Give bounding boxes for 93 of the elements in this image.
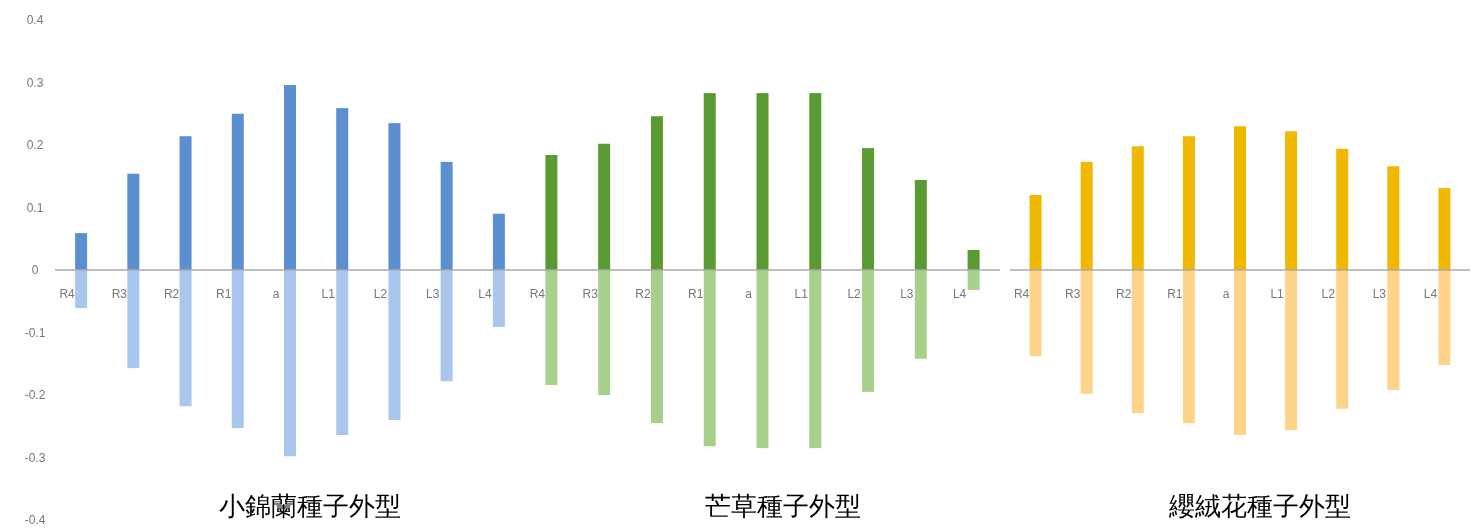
bar (598, 270, 611, 395)
bar (284, 270, 296, 457)
bar (1131, 270, 1144, 414)
bar (1029, 195, 1042, 270)
bar (545, 270, 558, 385)
x-tick-label: L3 (1372, 287, 1387, 301)
bar (231, 270, 244, 429)
y-tick-label: -0.1 (24, 325, 46, 340)
x-tick-label: L4 (1423, 287, 1438, 301)
bar (756, 270, 769, 449)
y-tick-label: 0.3 (26, 75, 44, 90)
bar (388, 123, 401, 270)
x-tick-label: R4 (1013, 287, 1030, 301)
bar (1387, 270, 1400, 390)
x-tick-label: L4 (478, 287, 492, 301)
x-tick-label: R2 (1116, 287, 1132, 301)
bar (336, 270, 349, 435)
x-tick-label: L2 (1321, 287, 1336, 301)
y-tick-label: -0.2 (24, 388, 46, 402)
x-tick-label: a (272, 287, 280, 301)
bar (1182, 270, 1195, 424)
x-tick-label: L3 (900, 287, 914, 301)
x-tick-label: L1 (321, 287, 336, 301)
bar (1438, 188, 1451, 270)
y-tick-label: 0.4 (26, 13, 44, 27)
bar (1080, 161, 1093, 270)
bar (492, 270, 505, 327)
x-tick-label: a (745, 287, 753, 301)
x-tick-label: R4 (529, 287, 546, 301)
x-tick-label: L2 (847, 287, 862, 301)
bar (703, 93, 716, 270)
text: 小錦蘭種子外型 (219, 491, 401, 521)
bar (650, 270, 663, 424)
bar (440, 270, 453, 382)
bar (336, 108, 349, 270)
bar (862, 270, 875, 392)
bar (545, 155, 558, 270)
x-tick-label: R2 (163, 287, 180, 301)
bar (914, 180, 927, 270)
bar (1285, 270, 1298, 430)
bar (1182, 136, 1195, 270)
bar (1234, 270, 1246, 435)
y-tick-label: 0.2 (26, 138, 44, 152)
text: 芒草種子外型 (704, 491, 861, 521)
x-tick-label: L2 (373, 287, 388, 301)
y-tick-label: -0.4 (24, 513, 46, 527)
bar (1336, 148, 1349, 270)
bar (809, 270, 822, 449)
bar (967, 270, 980, 290)
x-tick-label: L4 (952, 287, 967, 301)
bar (127, 173, 140, 270)
x-tick-label: R3 (1064, 287, 1081, 301)
bar (862, 148, 875, 270)
bar (1438, 270, 1451, 365)
bar (284, 85, 296, 270)
bar (492, 213, 505, 270)
x-tick-label: R1 (216, 287, 232, 301)
x-tick-label: R4 (59, 287, 76, 301)
bar (914, 270, 927, 359)
bar (179, 270, 192, 407)
bar (388, 270, 401, 420)
bar (1285, 131, 1298, 270)
x-tick-label: R3 (582, 287, 599, 301)
bar (703, 270, 716, 447)
bar (179, 136, 192, 270)
x-tick-label: R3 (111, 287, 128, 301)
x-tick-label: L1 (1270, 287, 1285, 301)
bar (650, 116, 663, 270)
y-tick-label: 0.1 (26, 200, 44, 215)
bar (1080, 270, 1093, 394)
bar (127, 270, 140, 369)
bar (1387, 166, 1400, 270)
bar (231, 113, 244, 270)
bar (756, 93, 769, 270)
y-tick-label: -0.3 (24, 450, 46, 465)
bar (75, 270, 88, 309)
bar (598, 143, 611, 270)
bar (1029, 270, 1042, 357)
x-tick-label: a (1222, 287, 1230, 301)
x-tick-label: R1 (688, 287, 704, 301)
bar (809, 93, 822, 270)
x-tick-label: R1 (1167, 287, 1183, 301)
x-tick-label: L3 (425, 287, 440, 301)
bar (440, 161, 453, 270)
text: 纓絨花種子外型 (1168, 491, 1351, 521)
x-tick-label: R2 (635, 287, 651, 301)
bar (967, 250, 980, 270)
bar (75, 233, 88, 270)
x-tick-label: L1 (794, 287, 809, 301)
bar (1336, 270, 1349, 409)
y-tick-label: 0 (31, 263, 39, 277)
bar (1131, 146, 1144, 270)
bar (1234, 126, 1246, 270)
